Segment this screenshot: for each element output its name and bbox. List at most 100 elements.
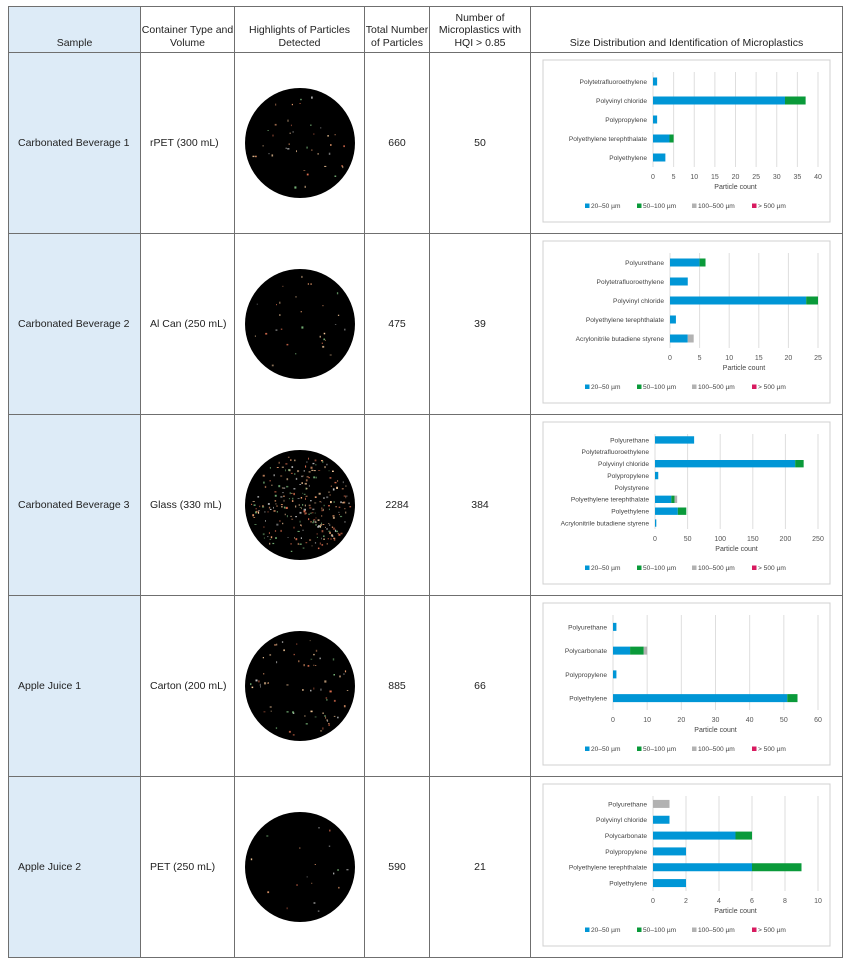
particle-speck [336, 869, 339, 871]
particle-speck [343, 673, 344, 675]
particle-speck [267, 153, 270, 155]
particle-speck [289, 543, 292, 545]
particle-speck [272, 506, 274, 509]
particle-speck [338, 506, 340, 508]
particle-speck [329, 477, 331, 479]
particle-speck [269, 706, 272, 708]
particle-speck [310, 283, 312, 285]
particle-speck [337, 532, 339, 535]
bar-segment [687, 334, 694, 343]
particle-speck [292, 492, 295, 496]
particle-speck [252, 155, 254, 158]
particle-speck [254, 335, 256, 337]
particle-speck [333, 715, 335, 717]
particle-speck [255, 508, 257, 510]
legend-label: 20–50 µm [591, 203, 621, 210]
particle-speck [336, 480, 338, 482]
category-label: Polyethylene terephthalate [569, 136, 647, 143]
particle-speck [269, 480, 271, 482]
particle-speck [327, 523, 329, 525]
legend-label: 100–500 µm [698, 927, 735, 934]
microplastics-hqi-count: 21 [429, 776, 531, 958]
particle-speck [303, 508, 305, 511]
particle-speck [304, 185, 306, 188]
sample-name: Carbonated Beverage 2 [8, 233, 141, 415]
particle-speck [335, 486, 338, 489]
particle-speck [312, 462, 314, 465]
particle-speck [293, 186, 296, 189]
particle-speck [329, 354, 332, 356]
particle-speck [328, 470, 329, 472]
category-label: Polyurethane [610, 437, 649, 444]
x-tick-label: 0 [611, 717, 615, 724]
bar-segment [653, 115, 658, 124]
particle-speck [317, 525, 320, 527]
particle-speck [333, 538, 335, 541]
particle-speck [328, 829, 330, 832]
microplastics-hqi-count: 50 [429, 52, 531, 234]
particle-speck [286, 515, 288, 518]
particle-speck [305, 723, 308, 725]
particle-speck [307, 513, 310, 515]
particle-speck [312, 133, 314, 135]
particle-speck [293, 526, 294, 529]
particle-speck [271, 542, 274, 545]
legend-swatch [585, 746, 590, 751]
table-row: Carbonated Beverage 1 rPET (300 mL) 660 50 0… [8, 52, 843, 234]
particle-speck [314, 496, 317, 498]
total-particles: 475 [364, 233, 430, 415]
particle-speck [326, 543, 328, 545]
bar-segment [655, 436, 695, 444]
particle-speck [273, 491, 276, 493]
particle-speck [319, 335, 321, 338]
category-label: Polyethylene terephthalate [571, 497, 649, 504]
particle-speck [275, 661, 277, 664]
particle-speck [295, 296, 296, 298]
particle-speck [344, 496, 346, 499]
category-label: Polyurethane [568, 624, 607, 631]
particle-speck [292, 488, 295, 490]
particle-speck [301, 504, 303, 506]
particle-speck [279, 496, 282, 498]
bar-segment [653, 153, 666, 162]
particle-speck [262, 533, 265, 536]
particle-speck [262, 657, 264, 659]
x-axis-title: Particle count [694, 727, 736, 734]
particle-speck [326, 135, 329, 137]
particle-speck [288, 498, 290, 500]
particle-speck [271, 364, 274, 367]
particle-speck [294, 505, 296, 508]
particle-speck [281, 522, 283, 525]
particle-speck [325, 528, 328, 530]
particle-speck [319, 730, 322, 732]
bar-segment [653, 77, 658, 86]
legend-label: > 500 µm [758, 927, 786, 934]
particle-speck [317, 827, 320, 829]
particle-speck [307, 665, 309, 667]
particle-speck [321, 460, 323, 463]
particle-speck [274, 530, 276, 532]
bar-segment [613, 622, 617, 631]
particle-speck [275, 643, 277, 646]
particle-speck [273, 510, 276, 512]
category-label: Polytetrafluoroethylene [582, 449, 650, 456]
particle-speck [286, 148, 289, 150]
particle-speck [310, 710, 313, 713]
particle-speck [273, 644, 276, 646]
bar-segment [671, 495, 675, 503]
particle-speck [275, 304, 277, 306]
x-axis-title: Particle count [714, 908, 756, 915]
particle-speck [289, 132, 291, 134]
bar-segment [752, 863, 802, 872]
table-header-row: Sample Container Type and Volume Highlig… [8, 6, 843, 53]
particle-speck [318, 492, 321, 495]
particle-speck [305, 487, 307, 490]
particle-speck [253, 524, 256, 525]
particle-speck [342, 145, 345, 148]
total-particles: 660 [364, 52, 430, 234]
particle-speck [323, 466, 326, 469]
particle-speck [309, 640, 311, 642]
x-tick-label: 2 [684, 898, 688, 905]
x-tick-label: 0 [651, 174, 655, 181]
particle-speck [268, 654, 271, 656]
